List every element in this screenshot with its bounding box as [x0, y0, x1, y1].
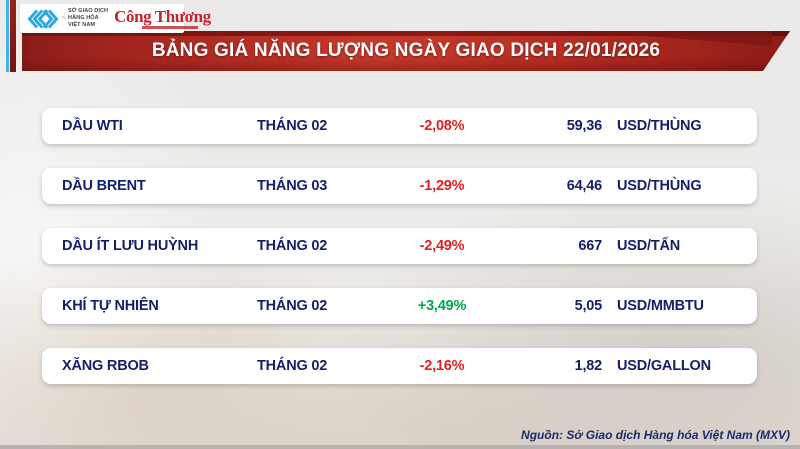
commodity-name: DẦU BRENT — [62, 178, 146, 194]
price-value: 667 — [578, 238, 602, 254]
congthuong-logo-text: Công Thương — [114, 7, 211, 26]
price-value: 64,46 — [566, 178, 602, 194]
congthuong-tagline-bar — [142, 26, 199, 29]
commodity-name: DẦU WTI — [62, 118, 123, 134]
logo-card: ™ SỞ GIAO DỊCH HÀNG HÓA VIỆT NAM Công Th… — [20, 4, 211, 33]
price-unit: USD/MMBTU — [617, 298, 704, 314]
price-unit: USD/THÙNG — [617, 118, 702, 134]
price-change: -2,08% — [419, 118, 465, 134]
price-change: -2,49% — [419, 238, 465, 254]
price-change: -2,16% — [419, 358, 465, 374]
commodity-name: DẦU ÍT LƯU HUỲNH — [62, 238, 199, 254]
mxv-trademark: ™ — [61, 15, 66, 22]
congthuong-logo: Công Thương — [114, 8, 211, 29]
mxv-logo-line2: HÀNG HÓA — [68, 15, 99, 22]
table-row: DẦU ÍT LƯU HUỲNH THÁNG 02 -2,49% 667 USD… — [42, 228, 757, 264]
contract-month: THÁNG 03 — [257, 178, 328, 194]
price-table: DẦU WTI THÁNG 02 -2,08% 59,36 USD/THÙNG … — [42, 108, 757, 408]
table-row: KHÍ TỰ NHIÊN THÁNG 02 +3,49% 5,05 USD/MM… — [42, 288, 757, 324]
bottom-divider-band — [0, 445, 800, 449]
source-credit: Nguồn: Sở Giao dịch Hàng hóa Việt Nam (M… — [521, 428, 790, 442]
table-row: XĂNG RBOB THÁNG 02 -2,16% 1,82 USD/GALLO… — [42, 348, 757, 384]
page-title: BẢNG GIÁ NĂNG LƯỢNG NGÀY GIAO DỊCH 22/01… — [151, 40, 661, 61]
mxv-logo-line1: SỞ GIAO DỊCH — [68, 8, 109, 15]
mxv-chevrons-icon — [26, 8, 60, 30]
table-row: DẦU WTI THÁNG 02 -2,08% 59,36 USD/THÙNG — [42, 108, 757, 144]
title-banner: BẢNG GIÁ NĂNG LƯỢNG NGÀY GIAO DỊCH 22/01… — [22, 31, 790, 71]
table-row: DẦU BRENT THÁNG 03 -1,29% 64,46 USD/THÙN… — [42, 168, 757, 204]
left-accent-stripe-blue — [6, 0, 9, 72]
contract-month: THÁNG 02 — [257, 358, 328, 374]
price-value: 59,36 — [566, 118, 602, 134]
commodity-name: KHÍ TỰ NHIÊN — [62, 298, 159, 314]
price-change: -1,29% — [419, 178, 465, 194]
mxv-logo-text: SỞ GIAO DỊCH HÀNG HÓA VIỆT NAM — [68, 8, 108, 29]
price-unit: USD/THÙNG — [617, 178, 702, 194]
price-unit: USD/GALLON — [617, 358, 711, 374]
price-value: 5,05 — [574, 298, 603, 314]
contract-month: THÁNG 02 — [257, 298, 328, 314]
mxv-logo-line3: VIỆT NAM — [68, 21, 96, 28]
price-unit: USD/TẤN — [617, 238, 681, 254]
price-value: 1,82 — [574, 358, 603, 374]
left-accent-stripe-red — [10, 0, 16, 72]
price-change: +3,49% — [417, 298, 467, 314]
contract-month: THÁNG 02 — [257, 238, 328, 254]
commodity-name: XĂNG RBOB — [62, 358, 149, 374]
contract-month: THÁNG 02 — [257, 118, 328, 134]
